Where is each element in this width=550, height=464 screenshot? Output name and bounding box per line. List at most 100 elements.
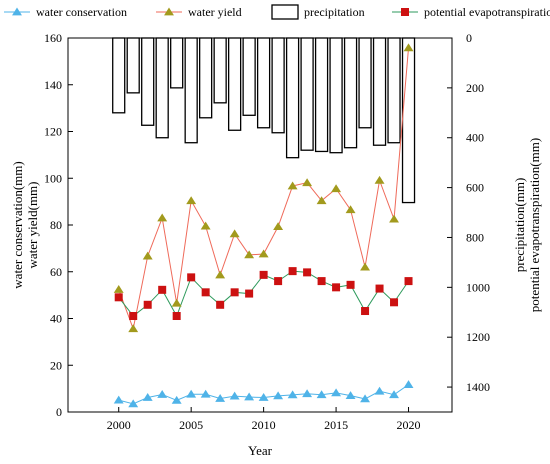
water-conservation-point: [302, 389, 313, 398]
precipitation-bar: [242, 37, 256, 116]
potential-evapotranspiration-point: [201, 288, 210, 297]
precipitation-bar: [256, 37, 271, 129]
water-yield-point: [171, 298, 182, 307]
water-yield-point: [186, 196, 197, 205]
potential-evapotranspiration-point: [172, 312, 181, 321]
water-conservation-point: [200, 389, 211, 398]
right-tick-label: 1400: [466, 380, 490, 394]
left-tick-label: 40: [50, 312, 62, 326]
water-yield-point: [273, 222, 284, 231]
potential-evapotranspiration-point: [317, 277, 326, 286]
potential-evapotranspiration-point: [404, 277, 413, 286]
x-tick-label: 2000: [107, 418, 131, 432]
potential-evapotranspiration-point: [288, 267, 297, 276]
right-axis: 0 200 400 600 800 1000 1200 1400: [447, 31, 490, 394]
precipitation-bar: [314, 37, 329, 153]
water-yield-point: [287, 181, 298, 190]
potential-evapotranspiration-point: [390, 298, 399, 307]
x-tick-label: 2015: [324, 418, 348, 432]
precipitation-bar: [285, 37, 300, 159]
precipitation-bar: [329, 37, 343, 154]
potential-evapotranspiration-point: [187, 273, 196, 282]
potential-evapotranspiration-point: [303, 268, 312, 277]
precipitation-bar: [155, 37, 169, 139]
precipitation-bar: [401, 37, 416, 204]
potential-evapotranspiration-point: [332, 283, 341, 292]
legend-label: potential evapotranspiration: [424, 5, 550, 19]
water-yield-point: [403, 43, 414, 52]
right-axis-title-line: potential evapotranspiration(mm): [527, 138, 542, 312]
potential-evapotranspiration-point: [230, 288, 239, 297]
precipitation-bar: [170, 37, 184, 89]
water-yield-point: [374, 175, 385, 184]
left-tick-label: 140: [44, 78, 62, 92]
right-axis-title-line: precipitation(mm): [512, 178, 527, 273]
legend-swatch-marker: [12, 7, 22, 16]
right-tick-label: 1000: [466, 280, 490, 294]
series-lines: [118, 47, 410, 405]
precipitation-bar: [387, 37, 401, 144]
water-yield-point: [389, 214, 399, 223]
water-yield-point: [200, 221, 211, 230]
water-yield-point: [302, 178, 313, 187]
left-tick-label: 100: [44, 171, 62, 185]
right-tick-label: 1200: [466, 330, 490, 344]
left-tick-label: 80: [50, 218, 62, 232]
water-yield-point: [113, 285, 124, 293]
plot-frame: [67, 37, 453, 413]
left-axis: 0 20 40 60 80 100 120 140 160: [44, 31, 73, 419]
precipitation-bar: [112, 37, 126, 114]
left-tick-label: 0: [56, 405, 62, 419]
legend-item: water conservation: [4, 5, 127, 19]
potential-evapotranspiration-point: [114, 293, 123, 302]
precipitation-bar: [227, 37, 242, 131]
precipitation-bar: [343, 37, 358, 149]
legend-label: water conservation: [36, 5, 127, 19]
water-yield-point: [142, 251, 153, 260]
x-tick-label: 2020: [397, 418, 421, 432]
water-yield-point: [258, 249, 269, 258]
precipitation-bar: [300, 37, 314, 151]
potential-evapotranspiration-point: [375, 284, 384, 293]
precipitation-bar: [184, 37, 198, 144]
left-tick-label: 20: [50, 358, 62, 372]
right-tick-label: 600: [466, 181, 484, 195]
legend-item: water yield: [156, 5, 242, 19]
water-conservation-point: [229, 391, 240, 400]
x-tick-label: 2005: [179, 418, 203, 432]
series-markers: [113, 43, 414, 408]
precipitation-bar: [372, 37, 387, 146]
water-yield-point: [360, 262, 371, 271]
water-conservation-point: [287, 390, 298, 399]
precipitation-bar: [126, 37, 140, 94]
water-conservation-point: [128, 399, 139, 408]
x-tick-label: 2010: [252, 418, 276, 432]
water-yield-point: [331, 184, 342, 193]
water-conservation-point: [345, 391, 356, 400]
potential-evapotranspiration-point: [346, 280, 355, 289]
water-conservation-point: [331, 388, 342, 397]
right-tick-label: 800: [466, 230, 484, 244]
water-conservation-point: [403, 380, 414, 389]
water-yield-point: [316, 196, 327, 205]
precipitation-bar: [271, 37, 285, 134]
water-conservation-point: [316, 390, 327, 399]
water-yield-point: [215, 270, 226, 279]
legend: water conservation water yield precipitati…: [4, 4, 550, 20]
legend-item: potential evapotranspiration: [392, 5, 550, 19]
water-yield-point: [157, 213, 168, 222]
left-tick-label: 160: [44, 31, 62, 45]
precipitation-bar: [213, 37, 227, 104]
water-yield-point: [229, 229, 240, 238]
water-conservation-point: [273, 391, 284, 400]
legend-swatch: [271, 4, 299, 20]
water-conservation-point: [258, 393, 269, 401]
bottom-axis: 2000 2005 2010 2015 2020: [107, 407, 421, 432]
left-axis-title-line: water yield(mm): [25, 182, 40, 269]
water-conservation-point: [244, 392, 255, 401]
legend-swatch-marker: [401, 8, 409, 16]
potential-evapotranspiration-point: [361, 307, 370, 316]
water-conservation-point: [171, 395, 182, 404]
potential-evapotranspiration-point: [274, 277, 283, 286]
water-conservation-point: [157, 389, 168, 398]
